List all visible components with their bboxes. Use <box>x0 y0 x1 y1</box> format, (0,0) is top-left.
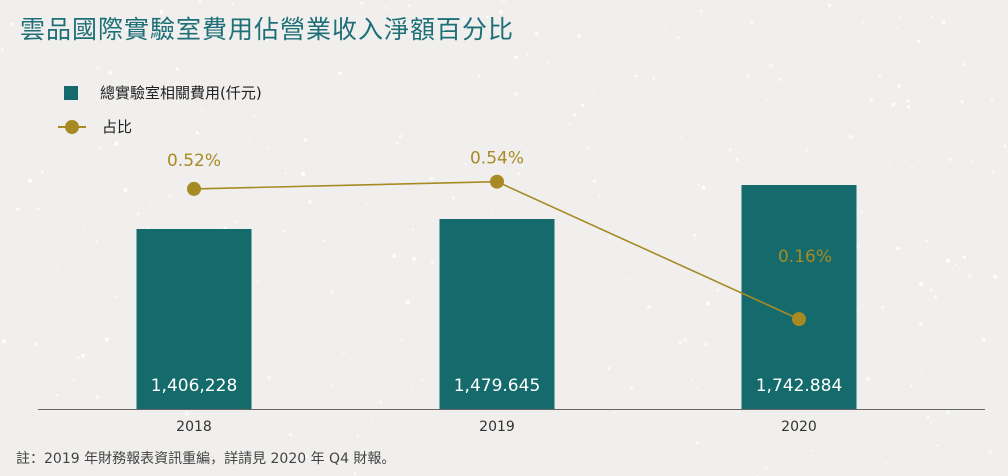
line-value-label-2020: 0.16% <box>778 247 832 267</box>
bar-2020 <box>741 185 857 409</box>
x-tick-label-2020: 2020 <box>781 419 817 435</box>
line-point-2020 <box>792 312 806 327</box>
legend-bar-label: 總實驗室相關費用(仟元) <box>100 84 262 102</box>
footnote: 註：2019 年財務報表資訊重編，詳請見 2020 年 Q4 財報。 <box>16 451 396 467</box>
legend-bar-entry: 總實驗室相關費用(仟元) <box>58 82 262 103</box>
legend-bar-swatch <box>64 85 78 100</box>
bar-2018 <box>136 229 252 409</box>
bar-value-label-2019: 1,479.645 <box>454 376 541 396</box>
legend-line-entry: 占比 <box>58 116 132 137</box>
line-point-2019 <box>490 174 504 189</box>
x-tick-label-2018: 2018 <box>176 419 212 435</box>
line-point-2018 <box>187 181 201 196</box>
line-value-label-2019: 0.54% <box>470 149 524 169</box>
bar-value-label-2020: 1,742.884 <box>756 376 843 396</box>
bar-2019 <box>439 219 555 409</box>
line-value-label-2018: 0.52% <box>167 151 221 171</box>
legend-line-swatch <box>58 119 86 134</box>
legend-line-label: 占比 <box>102 118 133 136</box>
x-tick-label-2019: 2019 <box>479 419 515 435</box>
bar-value-label-2018: 1,406,228 <box>151 376 238 396</box>
